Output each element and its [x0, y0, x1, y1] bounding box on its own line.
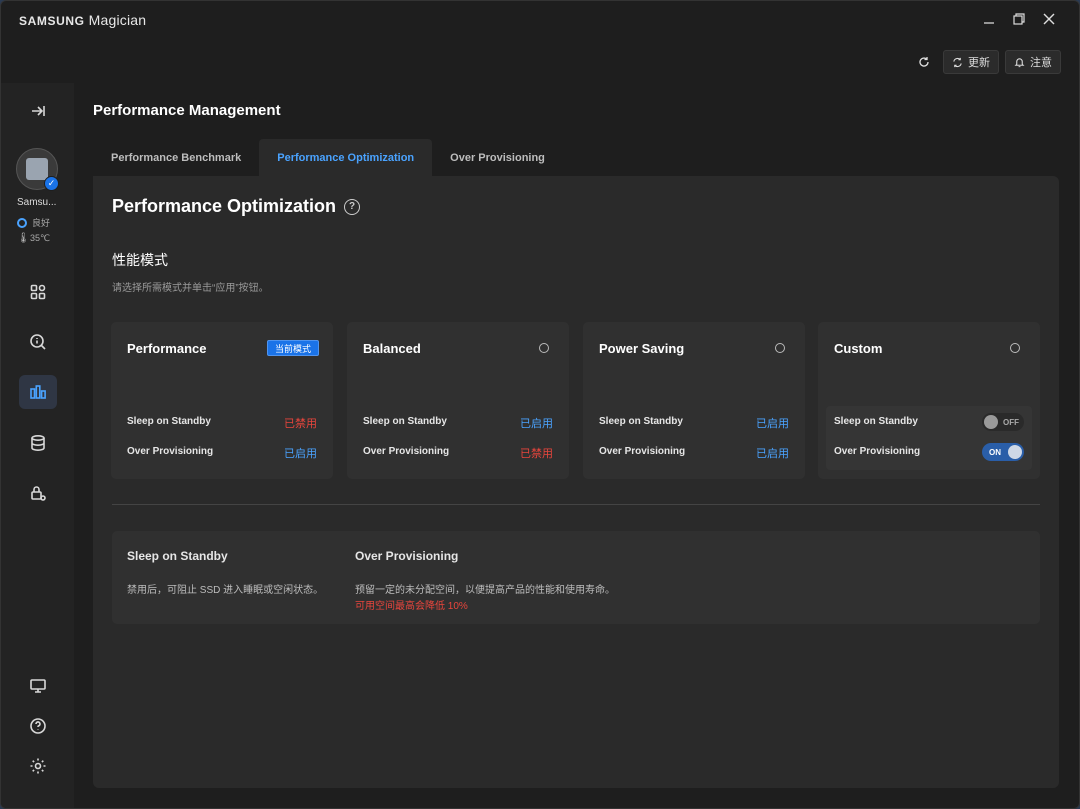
mode-card-power-saving[interactable]: Power Saving Sleep on Standby 已启用 Over P… [583, 322, 805, 479]
sleep-label: Sleep on Standby [599, 416, 683, 427]
help-icon[interactable] [19, 709, 57, 743]
window-controls [981, 11, 1057, 27]
page-title: Performance Management [93, 102, 281, 119]
radio-button[interactable] [775, 343, 785, 353]
op-label: Over Provisioning [127, 446, 214, 457]
op-label: Over Provisioning [834, 446, 921, 457]
notice-button[interactable]: 注意 [1005, 50, 1061, 74]
tab-over-provisioning[interactable]: Over Provisioning [450, 152, 545, 164]
radio-button[interactable] [539, 343, 549, 353]
app-logo: SAMSUNG Magician [19, 12, 146, 28]
mode-card-balanced[interactable]: Balanced Sleep on Standby 已启用 Over Provi… [347, 322, 569, 479]
refresh-button[interactable] [911, 50, 937, 74]
refresh-icon [919, 57, 929, 67]
divider [112, 504, 1040, 505]
sleep-value: 已启用 [520, 418, 553, 430]
mode-card-performance[interactable]: Performance 当前模式 Sleep on Standby 已禁用 Ov… [111, 322, 333, 479]
sleep-value: 已禁用 [284, 418, 317, 430]
tab-performance-benchmark[interactable]: Performance Benchmark [111, 152, 242, 164]
database-icon[interactable] [19, 426, 57, 460]
collapse-arrow-icon[interactable] [19, 94, 57, 128]
minimize-icon[interactable] [981, 11, 997, 27]
toggle-knob [984, 415, 998, 429]
info-sleep-title: Sleep on Standby [127, 549, 228, 563]
info-sleep-text: 禁用后，可阻止 SSD 进入睡眠或空闲状态。 [127, 585, 324, 596]
restore-icon[interactable] [1011, 11, 1027, 27]
ssd-icon [26, 158, 48, 180]
lock-gear-icon[interactable] [19, 476, 57, 510]
update-button[interactable]: 更新 [943, 50, 999, 74]
op-toggle[interactable]: ON [982, 443, 1024, 461]
current-mode-badge: 当前模式 [266, 340, 319, 356]
health-status-label: 良好 [32, 218, 51, 228]
notice-button-label: 注意 [1030, 57, 1052, 69]
section-title-text: Performance Optimization [112, 196, 337, 216]
tab-performance-optimization[interactable]: Performance Optimization [259, 139, 433, 177]
temperature-value: 35℃ [30, 233, 51, 243]
sync-icon [953, 57, 962, 67]
mode-card-title: Power Saving [599, 341, 685, 356]
sleep-value: 已启用 [756, 418, 789, 430]
info-box: Sleep on Standby 禁用后，可阻止 SSD 进入睡眠或空闲状态。 … [112, 531, 1040, 624]
op-label: Over Provisioning [363, 446, 450, 457]
op-value: 已启用 [284, 448, 317, 460]
info-op-warning: 可用空间最高会降低 10% [355, 601, 468, 612]
sleep-label: Sleep on Standby [127, 416, 211, 427]
bar-chart-icon[interactable] [19, 375, 57, 409]
sidebar: ✓ Samsu... 良好 🌡︎ 35℃ [1, 83, 74, 808]
question-mark-icon[interactable]: ? [344, 198, 361, 215]
op-label: Over Provisioning [599, 446, 686, 457]
health-ring-icon [17, 217, 27, 228]
bell-icon [1014, 57, 1025, 67]
check-icon: ✓ [44, 176, 59, 191]
device-name: Samsu... [17, 197, 57, 208]
close-icon[interactable] [1041, 11, 1057, 27]
health-status: 良好 [17, 216, 50, 229]
toggle-state: ON [989, 447, 1001, 457]
section-title: Performance Optimization ? [112, 196, 361, 217]
radio-button[interactable] [1010, 343, 1020, 353]
mode-description: 请选择所需模式并单击“应用”按钮。 [112, 283, 269, 294]
sleep-label: Sleep on Standby [363, 416, 447, 427]
sleep-label: Sleep on Standby [834, 416, 918, 427]
brand-bold: SAMSUNG [19, 14, 85, 28]
search-info-icon[interactable] [19, 325, 57, 359]
top-toolbar: 更新 注意 [911, 50, 1061, 74]
mode-card-title: Performance [127, 341, 207, 356]
monitor-icon[interactable] [19, 669, 57, 703]
toggle-knob [1008, 445, 1022, 459]
mode-heading: 性能模式 [112, 252, 168, 268]
gear-icon[interactable] [19, 749, 57, 783]
op-value: 已禁用 [520, 448, 553, 460]
brand-rest: Magician [84, 12, 147, 28]
op-value: 已启用 [756, 448, 789, 460]
info-op-title: Over Provisioning [355, 549, 459, 563]
custom-settings: Sleep on Standby OFF Over Provisioning O… [826, 406, 1032, 470]
sleep-toggle[interactable]: OFF [982, 413, 1024, 431]
content-panel: Performance Optimization ? 性能模式 请选择所需模式并… [93, 176, 1059, 788]
mode-card-title: Custom [834, 341, 883, 356]
temperature-status: 🌡︎ 35℃ [17, 233, 50, 244]
thermometer-icon: 🌡︎ [17, 233, 30, 244]
mode-card-title: Balanced [363, 341, 421, 356]
info-op-text: 预留一定的未分配空间，以便提高产品的性能和使用寿命。 [355, 585, 615, 596]
title-bar: SAMSUNG Magician [1, 1, 1079, 41]
grid-icon[interactable] [19, 275, 57, 309]
tab-bar: Performance Benchmark Performance Optimi… [93, 139, 563, 177]
toggle-state: OFF [1003, 417, 1019, 427]
mode-card-custom[interactable]: Custom Sleep on Standby OFF Over Provisi… [818, 322, 1040, 479]
update-button-label: 更新 [968, 57, 990, 69]
device-avatar[interactable]: ✓ [16, 148, 59, 191]
